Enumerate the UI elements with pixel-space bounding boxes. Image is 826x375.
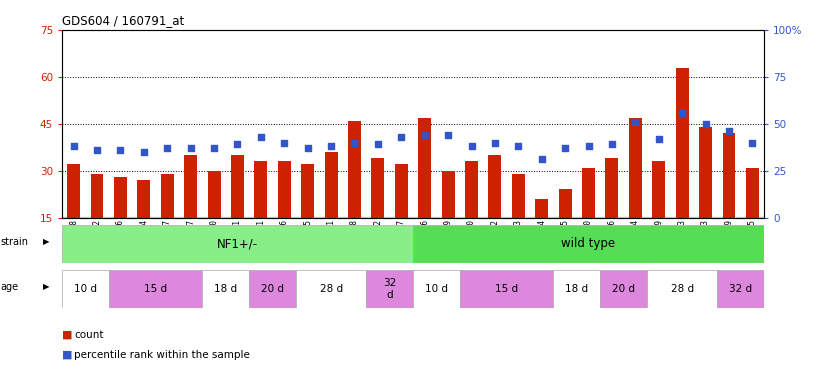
Text: 20 d: 20 d (612, 284, 635, 294)
Bar (372, 158, 384, 218)
Point (325, 143, 338, 149)
Bar (676, 68, 689, 218)
Point (558, 145, 572, 151)
Point (254, 134, 268, 140)
Point (137, 149, 150, 155)
Text: ■: ■ (62, 350, 76, 360)
Bar (254, 161, 268, 218)
Point (441, 132, 454, 138)
Bar (348, 121, 361, 218)
Bar (488, 155, 501, 218)
Text: strain: strain (1, 237, 29, 247)
Point (746, 140, 759, 146)
Point (605, 141, 619, 147)
Bar (699, 127, 712, 218)
Bar (629, 117, 642, 218)
Text: 15 d: 15 d (495, 284, 518, 294)
Bar (67, 164, 80, 218)
Point (67, 143, 80, 149)
Bar (653, 161, 665, 218)
Bar (296, 270, 366, 308)
Point (301, 145, 314, 151)
Bar (278, 161, 291, 218)
Point (488, 140, 501, 146)
Point (207, 145, 221, 151)
Bar (465, 161, 478, 218)
Point (278, 140, 291, 146)
Bar (413, 270, 460, 308)
Bar (723, 133, 735, 218)
Text: percentile rank within the sample: percentile rank within the sample (74, 350, 250, 360)
Bar (137, 180, 150, 218)
Point (582, 143, 595, 149)
Point (652, 136, 665, 142)
Bar (231, 155, 244, 218)
Point (372, 141, 385, 147)
Point (114, 147, 127, 153)
Point (722, 128, 735, 134)
Text: wild type: wild type (562, 237, 615, 250)
Bar (460, 270, 553, 308)
Bar (717, 270, 764, 308)
Bar (413, 225, 764, 262)
Point (535, 156, 548, 162)
Bar (325, 152, 338, 217)
Bar (62, 225, 413, 262)
Bar (535, 199, 548, 217)
Bar (558, 189, 572, 217)
Bar (114, 177, 127, 218)
Bar (161, 174, 173, 217)
Point (699, 121, 712, 127)
Bar (512, 174, 525, 217)
Point (465, 143, 478, 149)
Point (160, 145, 173, 151)
Point (511, 143, 525, 149)
Text: 20 d: 20 d (261, 284, 284, 294)
Text: 10 d: 10 d (74, 284, 97, 294)
Text: ■: ■ (62, 330, 76, 339)
Text: 10 d: 10 d (425, 284, 448, 294)
Point (184, 145, 197, 151)
Bar (442, 171, 454, 217)
Text: 32 d: 32 d (729, 284, 752, 294)
Point (395, 134, 408, 140)
Text: ▶: ▶ (43, 237, 50, 246)
Point (90, 147, 104, 153)
Point (629, 119, 642, 125)
Bar (91, 174, 103, 217)
Point (676, 110, 689, 116)
Bar (202, 270, 249, 308)
Text: 28 d: 28 d (671, 284, 694, 294)
Bar (249, 270, 296, 308)
Text: age: age (1, 282, 19, 292)
Bar (647, 270, 717, 308)
Bar (366, 270, 413, 308)
Bar (301, 164, 314, 218)
Bar (109, 270, 202, 308)
Text: GDS604 / 160791_at: GDS604 / 160791_at (62, 14, 184, 27)
Bar (395, 164, 408, 218)
Bar (207, 171, 221, 217)
Text: 18 d: 18 d (214, 284, 237, 294)
Point (230, 141, 244, 147)
Bar (418, 117, 431, 218)
Bar (601, 270, 647, 308)
Point (418, 132, 431, 138)
Bar (746, 168, 759, 217)
Bar (184, 155, 197, 218)
Text: 15 d: 15 d (144, 284, 167, 294)
Bar (553, 270, 601, 308)
Bar (605, 158, 619, 218)
Text: ▶: ▶ (43, 282, 50, 291)
Text: 18 d: 18 d (565, 284, 588, 294)
Bar (582, 168, 595, 217)
Text: NF1+/-: NF1+/- (217, 237, 258, 250)
Point (348, 140, 361, 146)
Bar (62, 270, 109, 308)
Text: count: count (74, 330, 104, 339)
Text: 32
d: 32 d (383, 278, 396, 300)
Text: 28 d: 28 d (320, 284, 343, 294)
